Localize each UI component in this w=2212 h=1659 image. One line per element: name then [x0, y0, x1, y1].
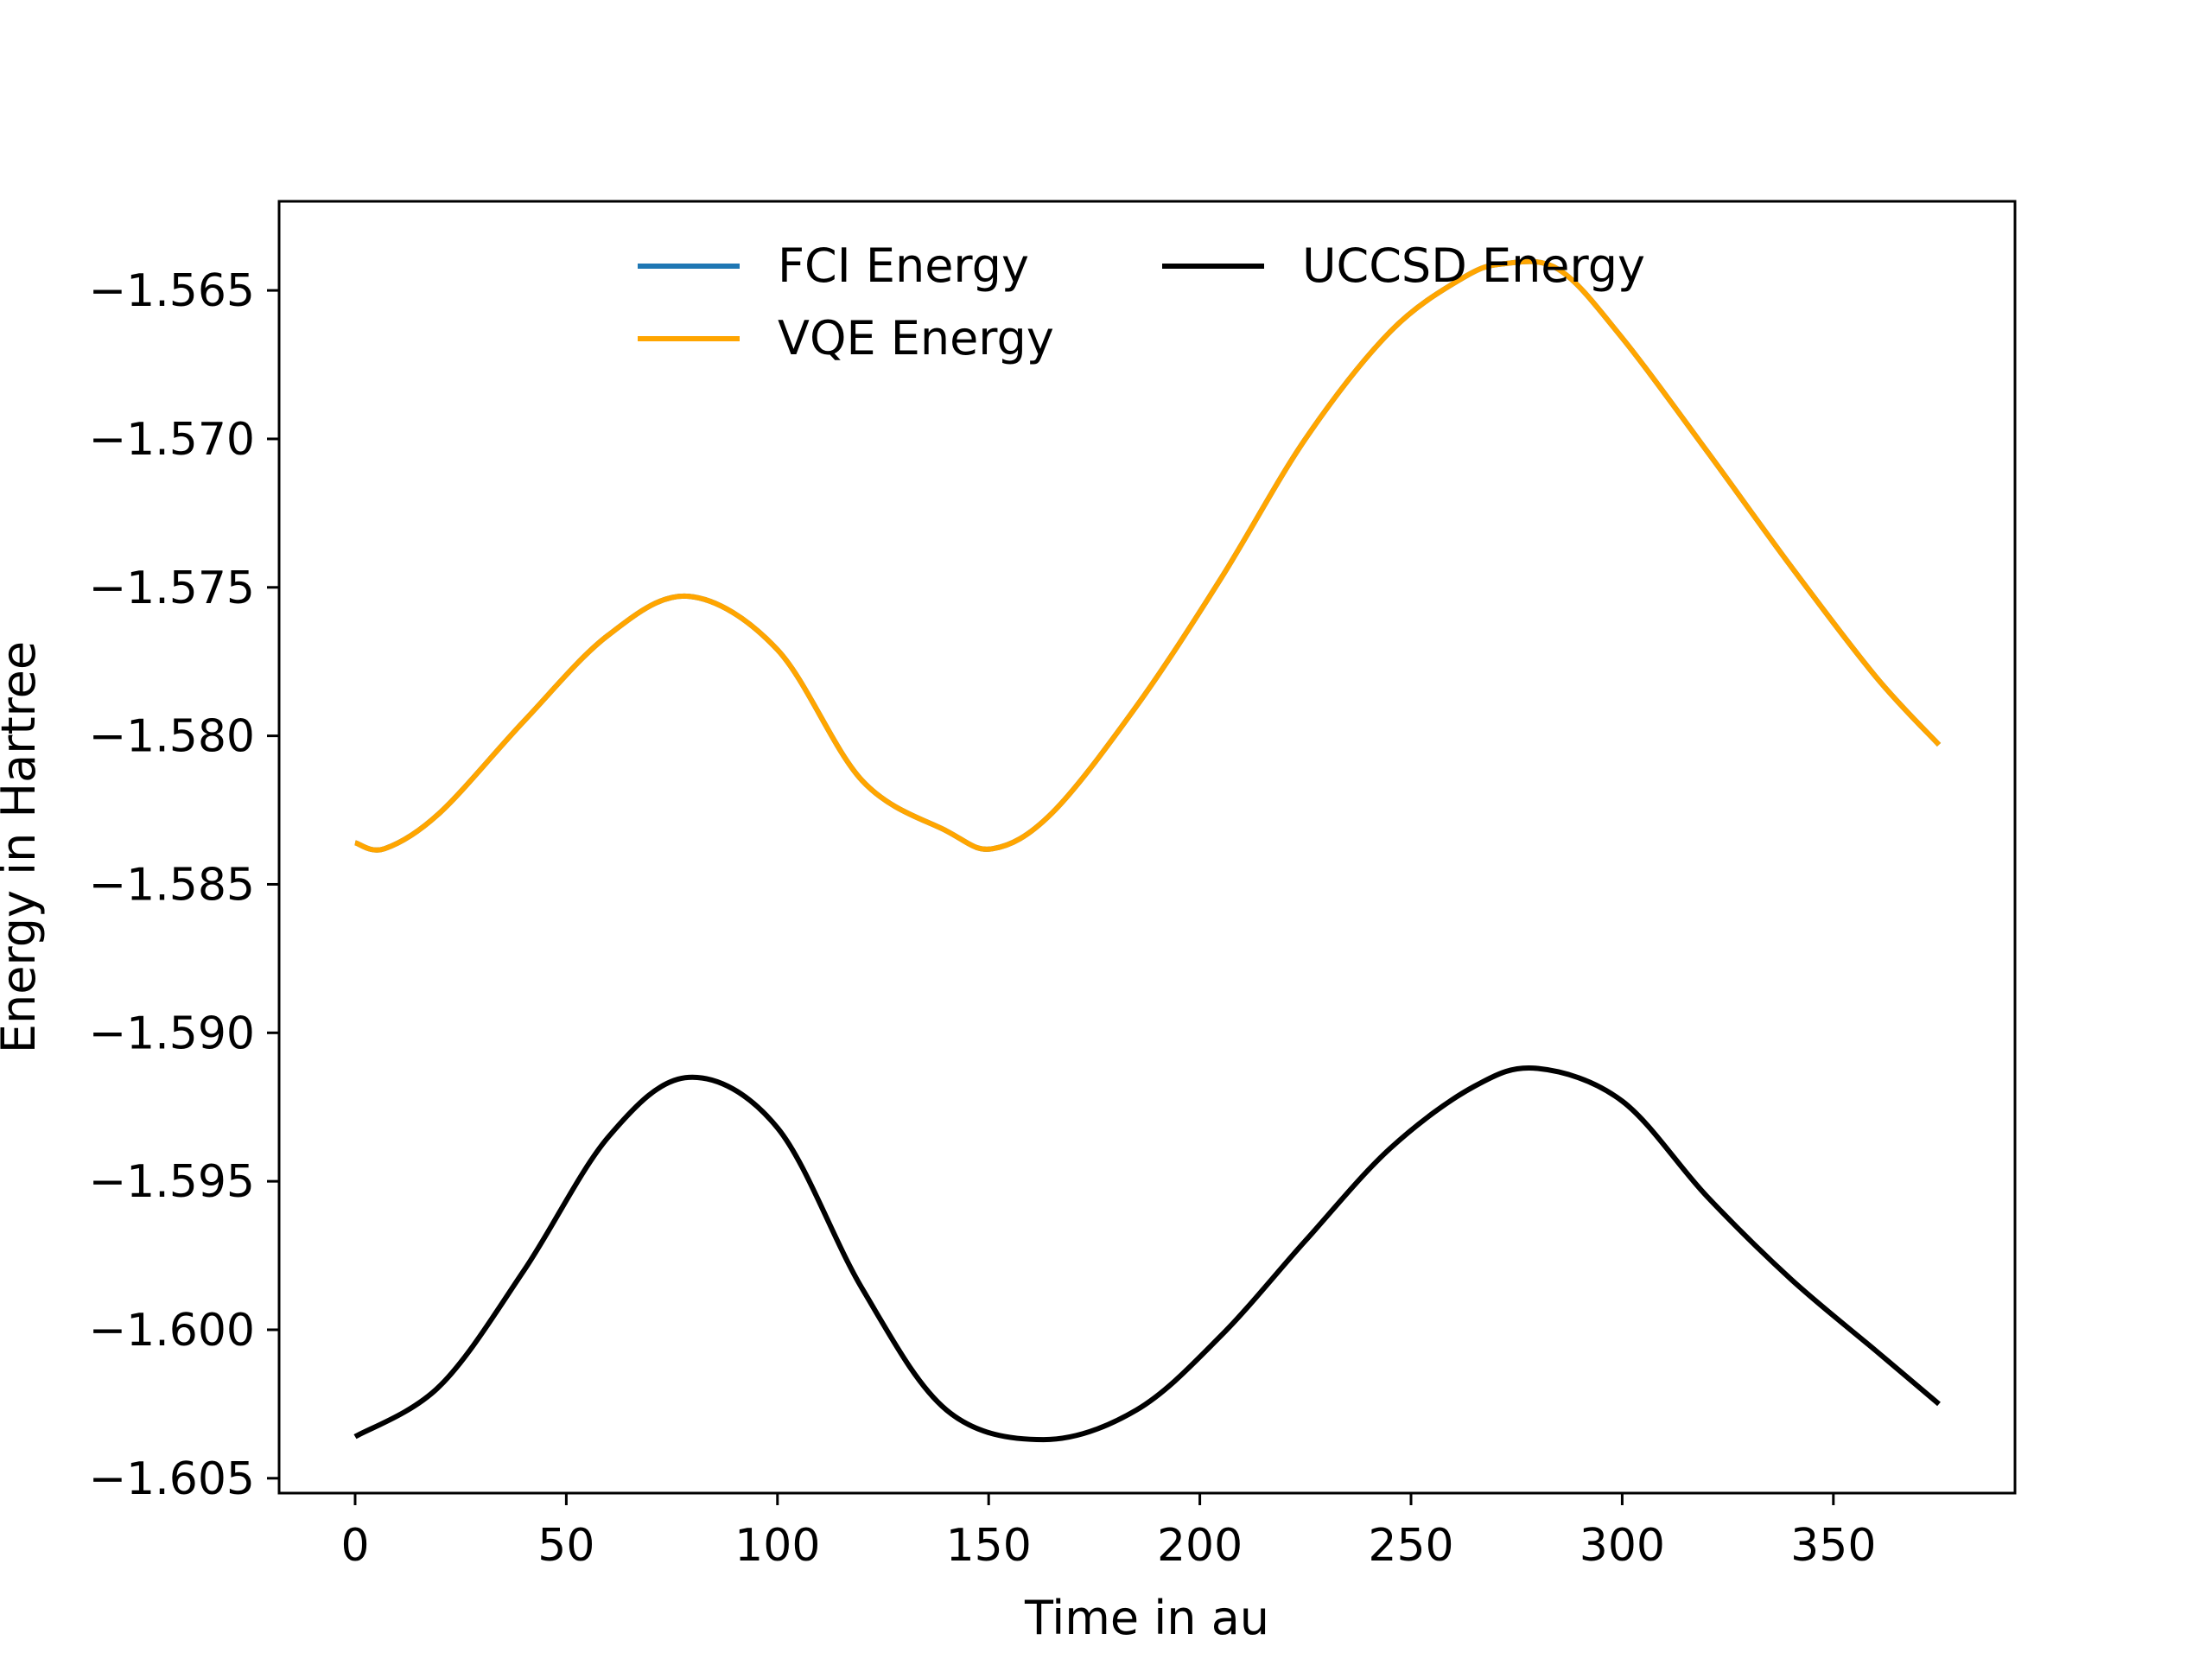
x-tick-label: 200: [1157, 1520, 1243, 1572]
y-tick-label: −1.600: [89, 1305, 255, 1357]
series-line-vqe-energy: [354, 258, 1942, 853]
x-tick-label: 300: [1580, 1520, 1665, 1572]
legend-label-uccsd-energy: UCCSD Energy: [1302, 238, 1645, 293]
x-axis-ticks: 0 50 100 150 200 250 300 350: [340, 1493, 1876, 1572]
y-tick-label: −1.605: [89, 1453, 255, 1505]
legend-label-vqe-energy: VQE Energy: [778, 311, 1054, 365]
x-axis-label: Time in au: [1024, 1591, 1269, 1645]
x-tick-label: 100: [734, 1520, 820, 1572]
x-tick-label: 250: [1368, 1520, 1453, 1572]
x-tick-label: 150: [946, 1520, 1032, 1572]
legend-label-fci-energy: FCI Energy: [778, 238, 1029, 293]
x-tick-label: 50: [537, 1520, 594, 1572]
y-tick-label: −1.570: [89, 414, 255, 466]
plot-frame: [277, 200, 2017, 1495]
y-tick-label: −1.575: [89, 563, 255, 614]
y-axis-ticks: −1.605 −1.600 −1.595 −1.590 −1.585 −1.580 −1.5…: [89, 265, 279, 1505]
y-tick-label: −1.565: [89, 265, 255, 317]
y-axis-label: Energy in Hartree: [0, 641, 46, 1053]
series-line-uccsd-energy: [353, 1065, 1941, 1443]
y-tick-label: −1.585: [89, 859, 255, 911]
x-tick-label: 0: [340, 1520, 369, 1572]
y-tick-label: −1.590: [89, 1007, 255, 1059]
x-tick-label: 350: [1790, 1520, 1876, 1572]
legend: FCI Energy VQE Energy UCCSD Energy: [638, 238, 1645, 365]
y-tick-label: −1.580: [89, 711, 255, 763]
y-tick-label: −1.595: [89, 1156, 255, 1208]
series-layer: [353, 258, 1942, 1443]
